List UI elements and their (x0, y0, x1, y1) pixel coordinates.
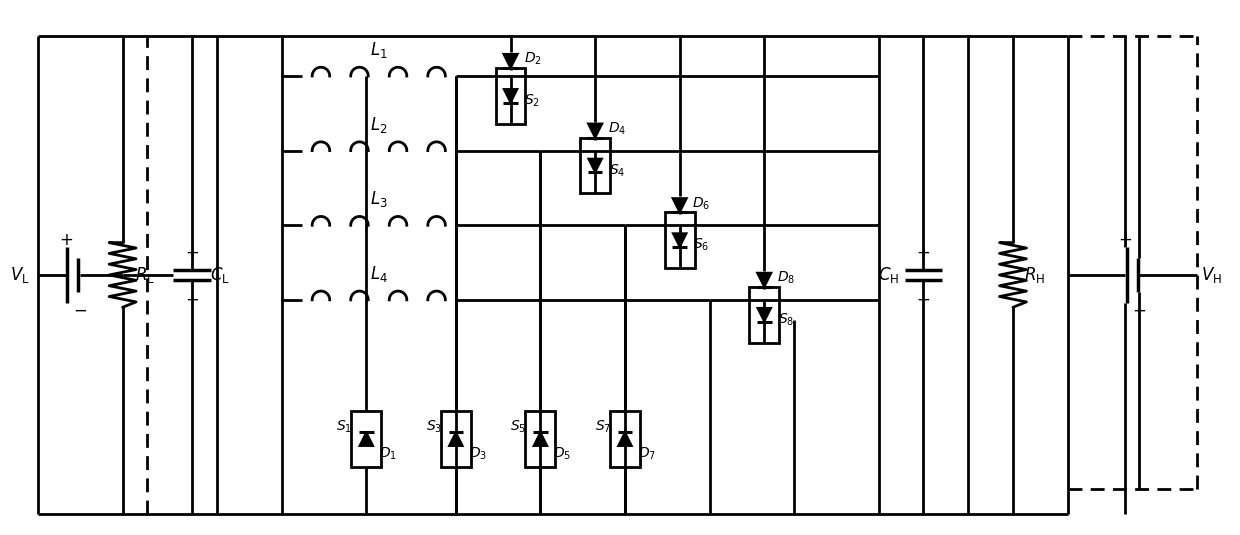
Text: $D_2$: $D_2$ (523, 51, 542, 67)
Text: $S_4$: $S_4$ (609, 162, 625, 179)
Text: $S_8$: $S_8$ (777, 311, 795, 328)
Text: +: + (60, 231, 73, 249)
Text: +: + (916, 244, 930, 262)
Text: $C_{\rm H}$: $C_{\rm H}$ (878, 265, 899, 285)
Text: $L_3$: $L_3$ (370, 189, 388, 209)
Text: +: + (185, 244, 200, 262)
Text: $S_5$: $S_5$ (511, 419, 527, 435)
Text: $-$: $-$ (73, 301, 87, 319)
Polygon shape (503, 89, 517, 103)
Polygon shape (672, 198, 687, 212)
Text: $S_1$: $S_1$ (336, 419, 352, 435)
Text: $S_3$: $S_3$ (425, 419, 443, 435)
Text: $-$: $-$ (185, 290, 200, 308)
Bar (610, 411, 640, 467)
Text: $D_4$: $D_4$ (608, 120, 626, 137)
Polygon shape (588, 159, 601, 172)
Bar (580, 137, 610, 193)
Polygon shape (619, 432, 631, 446)
Polygon shape (360, 432, 373, 446)
Text: $D_5$: $D_5$ (553, 446, 572, 462)
Text: $D_1$: $D_1$ (379, 446, 397, 462)
Text: $-$: $-$ (916, 290, 930, 308)
Text: $R_{\rm L}$: $R_{\rm L}$ (134, 265, 155, 285)
Text: $C_{\rm L}$: $C_{\rm L}$ (210, 265, 231, 285)
Text: $L_2$: $L_2$ (370, 114, 388, 135)
Text: +: + (1118, 231, 1132, 249)
Polygon shape (673, 233, 687, 247)
Bar (749, 287, 779, 342)
Text: $V_{\rm H}$: $V_{\rm H}$ (1202, 265, 1223, 285)
Bar (441, 411, 471, 467)
Polygon shape (503, 54, 517, 68)
Text: $R_{\rm H}$: $R_{\rm H}$ (1024, 265, 1045, 285)
Polygon shape (758, 273, 771, 287)
Bar (351, 411, 381, 467)
Text: $D_3$: $D_3$ (469, 446, 487, 462)
Polygon shape (588, 124, 603, 138)
Bar (526, 411, 556, 467)
Polygon shape (449, 432, 463, 446)
Text: $L_4$: $L_4$ (370, 264, 388, 284)
Bar (496, 68, 526, 124)
Text: $V_{\rm L}$: $V_{\rm L}$ (10, 265, 30, 285)
Text: $D_8$: $D_8$ (777, 270, 795, 286)
Text: $D_7$: $D_7$ (637, 446, 656, 462)
Text: $S_6$: $S_6$ (693, 237, 709, 253)
Text: $S_7$: $S_7$ (595, 419, 611, 435)
Polygon shape (758, 308, 771, 322)
Polygon shape (533, 432, 547, 446)
Text: $D_6$: $D_6$ (692, 195, 711, 211)
Text: $-$: $-$ (1132, 301, 1146, 319)
Text: $S_2$: $S_2$ (525, 93, 541, 109)
Bar (665, 212, 694, 268)
Text: $L_1$: $L_1$ (370, 40, 388, 60)
